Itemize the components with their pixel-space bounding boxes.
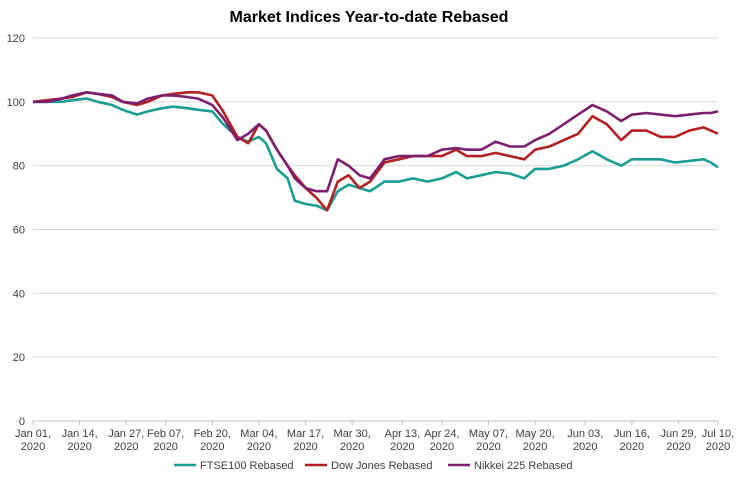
x-tick-label: Jan 01, 2020 (15, 428, 51, 453)
x-tick-label: Jan 14, 2020 (62, 428, 98, 453)
x-tick-label: Jun 03, 2020 (567, 428, 603, 453)
y-tick-label: 40 (13, 288, 25, 300)
y-axis: 0 20 40 60 80 100 120 (7, 33, 25, 428)
series-line-1 (32, 91, 719, 212)
series-lines (32, 91, 719, 212)
x-tick-label: May 07, 2020 (469, 428, 508, 453)
x-tick-label: Jul 10, 2020 (702, 428, 734, 453)
y-tick-label: 120 (7, 33, 25, 45)
legend-label: Dow Jones Rebased (331, 460, 433, 472)
y-tick-label: 20 (13, 352, 25, 364)
y-tick-label: 0 (19, 416, 25, 428)
x-tick-label: Jun 29, 2020 (661, 428, 697, 453)
legend-label: FTSE100 Rebased (200, 460, 294, 472)
legend: FTSE100 Rebased Dow Jones Rebased Nikkei 2… (174, 460, 572, 472)
y-tick-label: 80 (13, 161, 25, 173)
y-tick-label: 60 (13, 225, 25, 237)
chart-title: Market Indices Year-to-date Rebased (230, 9, 509, 26)
x-tick-label: Mar 30, 2020 (334, 428, 371, 453)
x-tick-label: May 20, 2020 (516, 428, 555, 453)
x-tick-label: Feb 07, 2020 (147, 428, 184, 453)
x-tick-label: Jan 27, 2020 (108, 428, 144, 453)
series-line-2 (33, 91, 719, 193)
x-tick-label: Mar 17, 2020 (287, 428, 324, 453)
x-tick-label: Feb 20, 2020 (194, 428, 231, 453)
x-tick-label: Jun 16, 2020 (614, 428, 650, 453)
series-line-0 (33, 97, 719, 212)
x-tick-label: Mar 04, 2020 (240, 428, 277, 453)
legend-label: Nikkei 225 Rebased (474, 460, 572, 472)
x-tick-label: Apr 24, 2020 (424, 428, 459, 453)
gridlines (33, 37, 718, 422)
y-tick-label: 100 (7, 97, 25, 109)
x-tick-label: Apr 13, 2020 (385, 428, 420, 453)
